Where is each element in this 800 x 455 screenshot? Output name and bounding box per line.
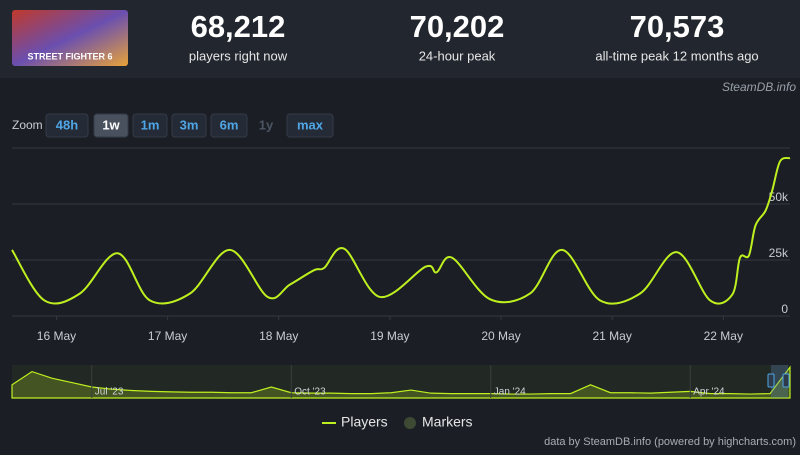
x-tick-label: 17 May xyxy=(148,329,187,343)
zoom-button-label[interactable]: 3m xyxy=(180,117,199,132)
legend-label[interactable]: Players xyxy=(341,414,388,430)
line xyxy=(11,156,791,305)
stat-label: all-time peak 12 months ago xyxy=(595,48,758,63)
navigator-handle[interactable] xyxy=(782,373,790,388)
zoom-button[interactable] xyxy=(93,113,129,138)
zoom-button-label[interactable]: 1m xyxy=(141,117,160,132)
stat-value: 70,202 xyxy=(410,9,505,44)
stat-value: 68,212 xyxy=(191,9,286,44)
stat-label: players right now xyxy=(189,48,288,63)
x-tick-label: 20 May xyxy=(481,329,520,343)
navigator-handle[interactable] xyxy=(767,373,775,388)
zoom-button[interactable] xyxy=(132,113,168,138)
zoom-button-label[interactable]: 6m xyxy=(220,117,239,132)
zoom-button[interactable] xyxy=(210,113,248,138)
zoom-button[interactable] xyxy=(171,113,207,138)
zoom-button[interactable] xyxy=(45,113,89,138)
x-tick-label: 22 May xyxy=(704,329,743,343)
header-bar xyxy=(0,0,800,78)
x-tick-label: 18 May xyxy=(259,329,298,343)
y-tick-label: 25k xyxy=(769,246,789,260)
navigator-selection[interactable] xyxy=(771,365,788,398)
y-tick-label: 50k xyxy=(769,190,789,204)
x-tick-label: 16 May xyxy=(37,329,76,343)
navigator-tick-label: Oct '23 xyxy=(294,387,326,398)
navigator-tick-label: Jul '23 xyxy=(95,387,124,398)
zoom-button-label: 1y xyxy=(259,117,274,132)
game-logo: STREET FIGHTER 6 xyxy=(27,51,112,61)
navigator-tick-label: Jan '24 xyxy=(494,387,526,398)
stat-value: 70,573 xyxy=(630,9,725,44)
stat-label: 24-hour peak xyxy=(419,48,496,63)
x-tick-label: 19 May xyxy=(370,329,409,343)
credit: data by SteamDB.info (powered by highcha… xyxy=(544,436,796,448)
zoom-button-label[interactable]: max xyxy=(297,117,324,132)
game-image xyxy=(12,10,128,66)
legend-label[interactable]: Markers xyxy=(422,414,473,430)
zoom-label: Zoom xyxy=(12,118,43,132)
zoom-button-label[interactable]: 1w xyxy=(102,117,120,132)
zoom-button-label[interactable]: 48h xyxy=(56,117,78,132)
y-tick-label: 0 xyxy=(781,302,788,316)
navigator-tick-label: Apr '24 xyxy=(693,387,725,398)
zoom-button[interactable] xyxy=(286,113,334,138)
legend-marker xyxy=(404,417,416,429)
x-tick-label: 21 May xyxy=(592,329,631,343)
source: SteamDB.info xyxy=(722,80,796,94)
